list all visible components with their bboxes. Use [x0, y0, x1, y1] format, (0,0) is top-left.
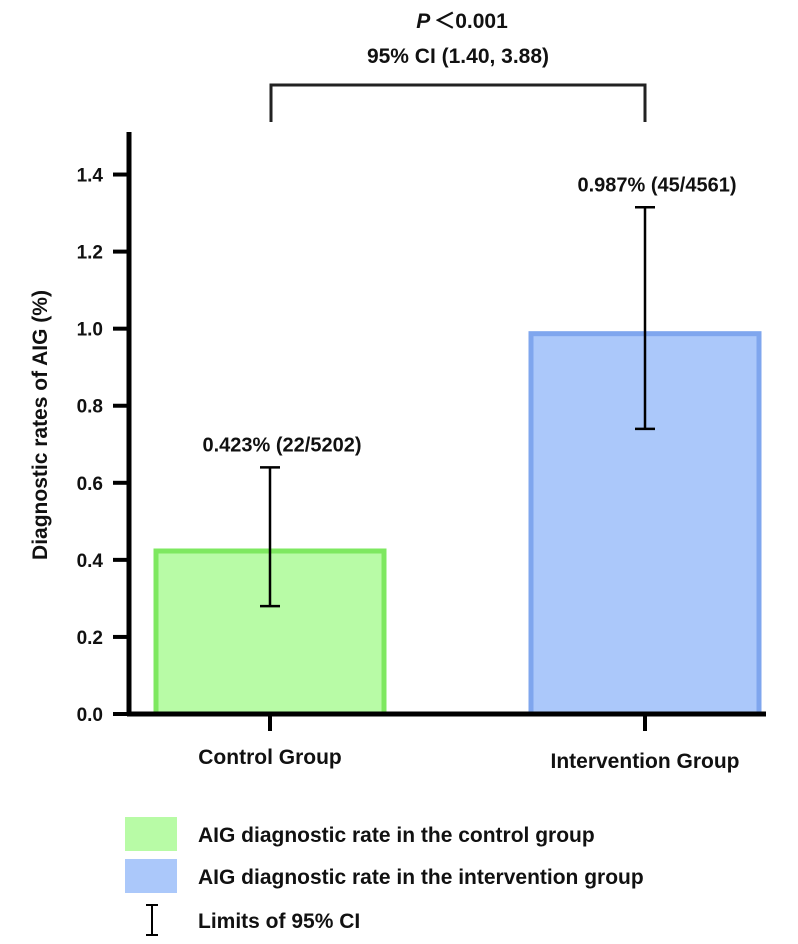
legend-item-intervention: AIG diagnostic rate in the intervention …: [125, 859, 644, 893]
legend-swatch-intervention: [125, 859, 177, 893]
legend-item-control: AIG diagnostic rate in the control group: [125, 817, 595, 851]
comparison-bracket: [269, 83, 647, 122]
ci-annotation: 95% CI (1.40, 3.88): [367, 45, 549, 68]
x-category-label: Control Group: [198, 746, 341, 769]
y-ticks-layer: 0.0 0.2 0.4 0.6 0.8 1.0 1.2 1.4: [77, 166, 129, 726]
p-symbol: P: [416, 10, 431, 33]
p-value-text: ＜0.001: [434, 10, 508, 33]
y-tick-label: 1.4: [77, 166, 104, 187]
data-label: 0.423% (22/5202): [202, 434, 361, 456]
y-tick-label: 0.6: [77, 474, 103, 495]
legend-swatch-control: [125, 817, 177, 851]
y-tick-label: 0.2: [77, 628, 103, 649]
x-category-label: Intervention Group: [551, 750, 740, 773]
y-tick-label: 1.2: [77, 243, 103, 264]
y-axis-title: Diagnostic rates of AIG (%): [29, 290, 52, 560]
data-label: 0.987% (45/4561): [577, 174, 736, 196]
y-tick-label: 0.0: [77, 705, 103, 726]
legend-label-ci: Limits of 95% CI: [198, 910, 360, 933]
p-value-label: P ＜0.001: [416, 10, 508, 33]
data-labels-layer: 0.423% (22/5202) 0.987% (45/4561): [202, 174, 736, 456]
y-tick-label: 0.8: [77, 397, 103, 418]
bars-layer: [153, 331, 762, 717]
legend: AIG diagnostic rate in the control group…: [125, 817, 644, 936]
y-tick-label: 1.0: [77, 320, 103, 341]
error-bar-icon: [146, 904, 158, 936]
comparison-annotation: P ＜0.001 95% CI (1.40, 3.88): [269, 10, 647, 122]
legend-label-control: AIG diagnostic rate in the control group: [198, 824, 595, 847]
error-bar: [260, 466, 280, 608]
x-ticks-layer: Control Group Intervention Group: [198, 714, 740, 773]
legend-item-ci: Limits of 95% CI: [146, 904, 360, 936]
error-bar: [635, 206, 655, 431]
error-bars-layer: [260, 206, 655, 608]
legend-label-intervention: AIG diagnostic rate in the intervention …: [198, 866, 644, 889]
y-tick-label: 0.4: [77, 551, 104, 572]
